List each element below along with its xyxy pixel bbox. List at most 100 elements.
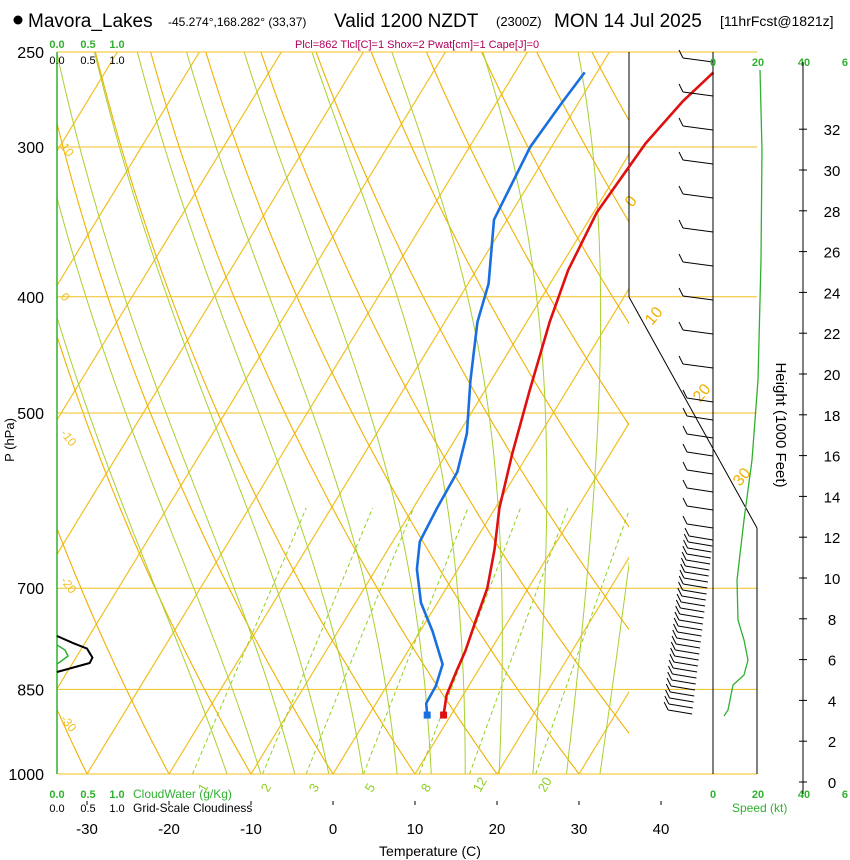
- moist-adiabat-line: [599, 560, 629, 774]
- dry-adiabat-line: [57, 334, 252, 774]
- wind-bottom-tick-label: 0: [710, 789, 716, 801]
- sounding-profiles: [415, 71, 715, 719]
- pressure-tick-label: 300: [17, 140, 44, 157]
- wind-barb-flag: [675, 599, 681, 609]
- moist-adiabat-line: [186, 52, 398, 774]
- wind-barb-flag: [678, 219, 684, 229]
- dewpoint-line: [415, 71, 586, 716]
- wind-barb-flag: [682, 461, 688, 471]
- dry-adiabat-line: [480, 52, 629, 325]
- cloudwater-bottom-tick: 0.5: [80, 789, 95, 801]
- wind-barb: [682, 589, 707, 595]
- wind-barb: [686, 523, 714, 529]
- wind-top-tick-label: 40: [798, 57, 810, 69]
- wind-barb-flag: [682, 515, 688, 525]
- isotherm-label: -10: [58, 427, 80, 450]
- right-y-axis-title: Height (1000 Feet): [772, 362, 789, 487]
- wind-barb-flag: [667, 671, 673, 681]
- wind-barb-flag: [680, 563, 686, 573]
- cloudiness-top-tick: 0.5: [80, 55, 95, 67]
- wind-barb-flag: [670, 641, 676, 651]
- wind-barb-flag: [673, 617, 679, 627]
- cloudwater-line: [56, 644, 69, 665]
- mixing-ratio-line: [418, 507, 521, 774]
- moist-adiabat-line: [93, 52, 330, 774]
- height-tick-label: 8: [828, 612, 836, 629]
- wind-barb: [682, 91, 714, 97]
- mixing-ratio-line: [535, 509, 629, 774]
- isotherm-label: 10: [58, 140, 77, 159]
- wind-barb: [686, 505, 714, 511]
- cloudiness-top-tick: 0.0: [49, 55, 64, 67]
- x-tick-label: -30: [76, 821, 98, 838]
- dry-adiabat-line: [370, 52, 629, 528]
- height-tick-label: 32: [824, 122, 841, 139]
- mixing-ratio-line: [363, 507, 469, 774]
- wind-barb: [685, 565, 710, 571]
- wind-barb: [670, 685, 696, 691]
- mixing-ratio-label: 5: [362, 781, 379, 795]
- wind-barb-flag: [676, 593, 682, 603]
- mixing-ratio-label: 20: [535, 774, 555, 794]
- wind-barb: [682, 193, 714, 199]
- wind-barb-flag: [675, 605, 681, 615]
- wind-barb: [677, 631, 702, 637]
- cloudwater-top-tick: 0.5: [80, 39, 95, 51]
- height-tick-label: 10: [824, 571, 841, 588]
- wind-barb-flag: [666, 677, 672, 687]
- wind-barb: [668, 703, 693, 709]
- theta-label: 10: [642, 304, 667, 329]
- pressure-tick-label: 250: [17, 45, 44, 62]
- wind-barb-flag: [678, 49, 684, 59]
- wind-barb-flag: [683, 533, 689, 543]
- x-tick-label: -10: [240, 821, 262, 838]
- cloudwater-bottom-tick: 1.0: [109, 789, 124, 801]
- wind-barb: [686, 559, 711, 565]
- wind-barb-flag: [682, 425, 688, 435]
- wind-barb-flag: [682, 407, 688, 417]
- height-tick-label: 24: [824, 285, 841, 302]
- isotherm-line: [57, 52, 200, 287]
- wind-bottom-tick-label: 20: [752, 789, 764, 801]
- wind-barb: [682, 261, 714, 267]
- wind-barb-flag: [682, 389, 688, 399]
- wind-barb: [686, 433, 714, 439]
- station-coords: -45.274°,168.282° (33,37): [168, 15, 306, 29]
- dry-adiabat-line: [57, 527, 170, 774]
- wind-barb-flag: [684, 527, 690, 537]
- wind-barb-flag: [678, 151, 684, 161]
- wind-barb-flag: [664, 695, 670, 705]
- wind-barb-flag: [678, 253, 684, 263]
- cloudwater-top-tick: 1.0: [109, 39, 124, 51]
- wind-barb: [686, 415, 714, 421]
- wind-barb: [671, 679, 696, 685]
- wind-barb: [688, 535, 714, 541]
- wind-barb: [682, 125, 714, 131]
- valid-zulu: (2300Z): [496, 14, 542, 29]
- wind-barb-flag: [670, 647, 676, 657]
- dry-adiabat-line: [57, 708, 88, 774]
- wind-barb: [682, 363, 714, 369]
- wind-barb-flag: [678, 83, 684, 93]
- mixing-ratio-label: 3: [306, 781, 323, 795]
- wind-top-tick-label: 20: [752, 57, 764, 69]
- wind-barb-flag: [668, 659, 674, 669]
- wind-barb: [675, 649, 700, 655]
- valid-date: MON 14 Jul 2025: [554, 11, 702, 32]
- height-tick-label: 2: [828, 734, 836, 751]
- wind-barb: [678, 619, 704, 625]
- isotherm-line: [414, 422, 629, 774]
- wind-bottom-tick-label: 40: [798, 789, 810, 801]
- wind-barb: [682, 295, 714, 301]
- sounding-params: Plcl=862 Tlcl[C]=1 Shox=2 Pwat[cm]=1 Cap…: [295, 39, 539, 51]
- dry-adiabat-line: [260, 52, 629, 735]
- wind-barb-flag: [680, 557, 686, 567]
- wind-barb-flag: [665, 689, 671, 699]
- forecast-info: [11hrFcst@1821z]: [720, 13, 834, 29]
- temperature-line: [442, 71, 715, 716]
- wind-barb-flag: [667, 665, 673, 675]
- height-tick-label: 18: [824, 408, 841, 425]
- wind-barb-flag: [682, 497, 688, 507]
- x-tick-label: 30: [571, 821, 588, 838]
- moist-adiabat-line: [391, 52, 503, 774]
